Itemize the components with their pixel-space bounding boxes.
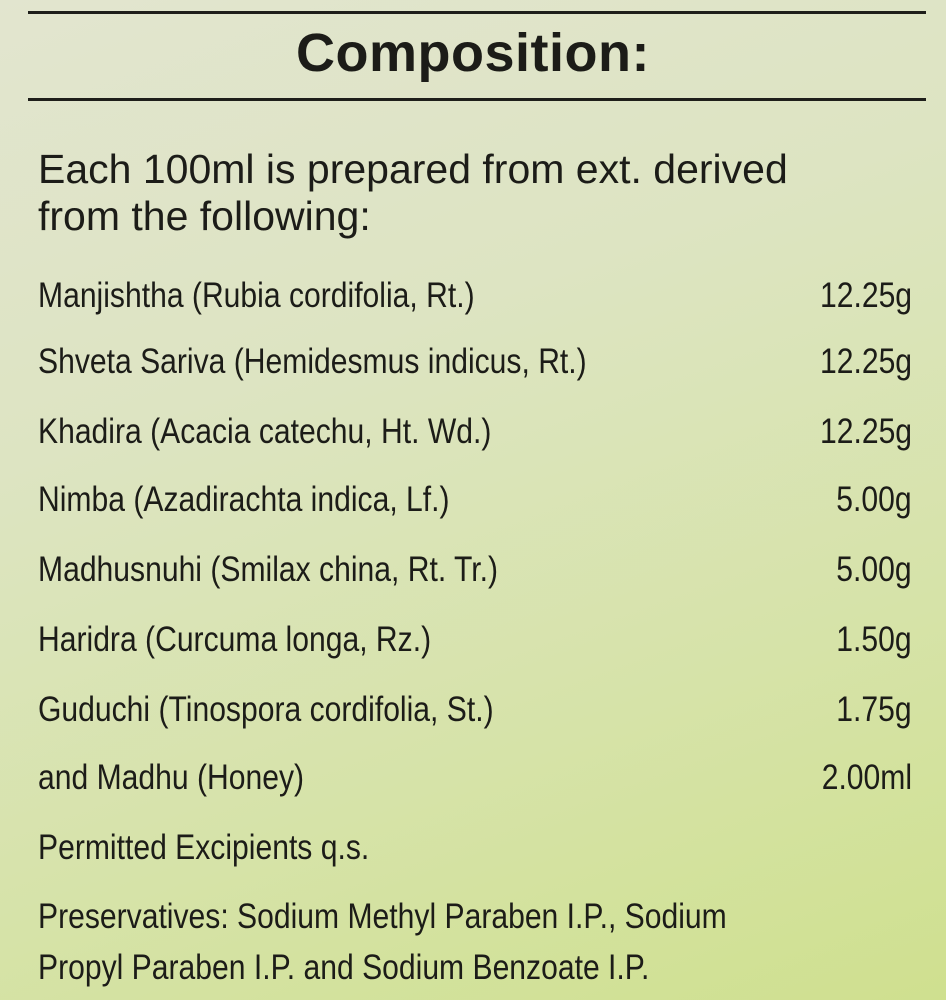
intro-line-1: Each 100ml is prepared from ext. derived xyxy=(38,146,788,192)
page-title: Composition: xyxy=(296,23,650,83)
ingredient-name: Nimba (Azadirachta indica, Lf.) xyxy=(38,480,450,519)
ingredient-amount: 12.25g xyxy=(819,412,912,451)
top-rule xyxy=(28,11,926,14)
ingredient-row: Haridra (Curcuma longa, Rz.) 1.50g xyxy=(38,620,912,664)
intro-line-2: from the following: xyxy=(38,193,371,239)
ingredient-amount: 5.00g xyxy=(836,480,912,519)
ingredient-name: and Madhu (Honey) xyxy=(38,758,305,797)
ingredient-name: Shveta Sariva (Hemidesmus indicus, Rt.) xyxy=(38,342,587,381)
ingredient-row: and Madhu (Honey) 2.00ml xyxy=(38,758,912,802)
ingredient-row: Guduchi (Tinospora cordifolia, St.) 1.75g xyxy=(38,690,912,734)
ingredient-amount: 12.25g xyxy=(819,276,912,315)
ingredient-name: Manjishtha (Rubia cordifolia, Rt.) xyxy=(38,276,475,315)
ingredient-amount: 2.00ml xyxy=(821,758,912,797)
ingredient-amount: 1.50g xyxy=(836,620,912,659)
ingredient-name: Khadira (Acacia catechu, Ht. Wd.) xyxy=(38,412,492,451)
ingredient-row: Khadira (Acacia catechu, Ht. Wd.) 12.25g xyxy=(38,412,912,456)
ingredient-row: Manjishtha (Rubia cordifolia, Rt.) 12.25g xyxy=(38,276,912,320)
ingredient-row: Madhusnuhi (Smilax china, Rt. Tr.) 5.00g xyxy=(38,550,912,594)
ingredient-amount: 5.00g xyxy=(836,550,912,589)
ingredient-row: Nimba (Azadirachta indica, Lf.) 5.00g xyxy=(38,480,912,524)
ingredient-name: Madhusnuhi (Smilax china, Rt. Tr.) xyxy=(38,550,499,589)
ingredient-amount: 12.25g xyxy=(819,342,912,381)
ingredient-name: Guduchi (Tinospora cordifolia, St.) xyxy=(38,690,494,729)
excipients-note: Permitted Excipients q.s. xyxy=(38,828,370,867)
ingredient-amount: 1.75g xyxy=(836,690,912,729)
preservatives-line-1: Preservatives: Sodium Methyl Paraben I.P… xyxy=(38,897,727,936)
ingredient-name: Haridra (Curcuma longa, Rz.) xyxy=(38,620,432,659)
title-rule xyxy=(28,98,926,101)
ingredient-row: Shveta Sariva (Hemidesmus indicus, Rt.) 1… xyxy=(38,342,912,386)
preservatives-line-2: Propyl Paraben I.P. and Sodium Benzoate … xyxy=(38,948,650,987)
